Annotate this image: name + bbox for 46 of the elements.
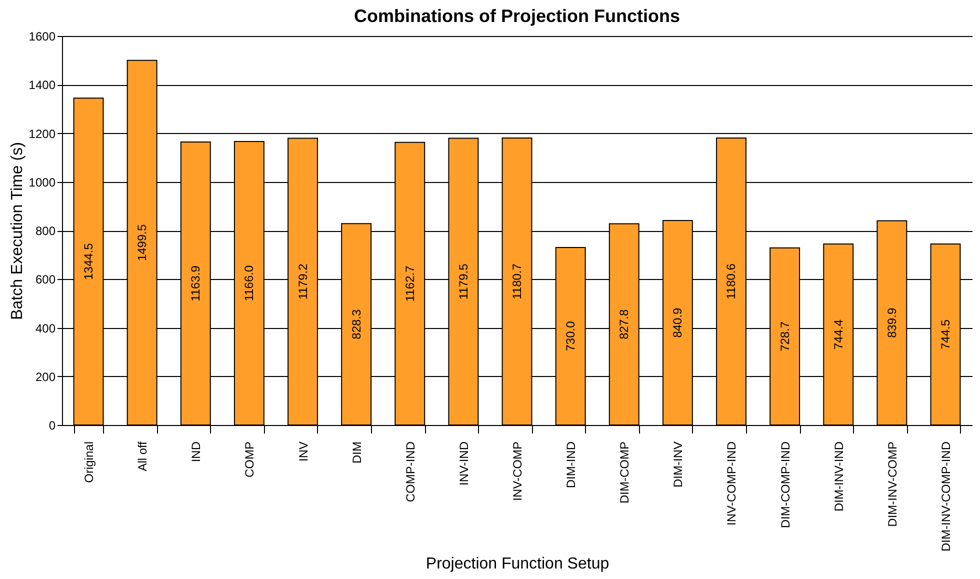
data-label: 1499.5 [135, 224, 150, 262]
x-tick-label: INV-COMP-IND [724, 441, 739, 526]
y-tick-label: 600 [35, 272, 56, 287]
y-tick-label: 1000 [28, 175, 56, 190]
x-tick-label: COMP-IND [403, 441, 418, 502]
data-label: 744.5 [938, 319, 952, 350]
data-label: 828.3 [349, 308, 364, 340]
data-label: 827.8 [617, 309, 632, 340]
x-tick-label: All off [136, 440, 150, 472]
y-tick-label: 1200 [28, 126, 56, 141]
x-tick-label: DIM-INV [671, 442, 686, 488]
data-label: 1163.9 [188, 265, 203, 302]
x-tick-label: IND [189, 441, 204, 462]
x-tick-label: INV-COMP [510, 442, 524, 501]
chart-title: Combinations of Projection Functions [354, 6, 680, 26]
data-label: 1162.7 [402, 265, 417, 302]
data-label: 839.9 [884, 308, 899, 338]
y-tick-label: 1400 [28, 78, 56, 92]
data-label: 840.9 [670, 307, 685, 338]
data-label: 1179.2 [296, 263, 310, 300]
x-tick-label: Original [82, 442, 96, 483]
x-tick-label: DIM-IND [564, 441, 578, 488]
data-label: 728.7 [778, 321, 792, 352]
y-tick-label: 400 [35, 321, 56, 336]
x-tick-label: COMP [242, 442, 257, 478]
x-tick-label: DIM-INV-COMP [885, 442, 900, 527]
y-tick-label: 1600 [28, 30, 56, 44]
data-label: 1180.6 [724, 263, 738, 300]
data-label: 1166.0 [242, 265, 256, 302]
data-label: 1179.5 [456, 263, 470, 300]
data-label: 1180.7 [510, 263, 524, 300]
y-axis-title: Batch Execution Time (s) [8, 142, 26, 320]
x-tick-label: DIM [350, 442, 364, 464]
data-label: 1344.5 [82, 242, 96, 280]
y-tick-label: 800 [35, 224, 56, 238]
data-label: 730.0 [564, 320, 578, 352]
x-tick-label: INV [296, 442, 310, 462]
x-tick-label: INV-IND [456, 441, 471, 486]
y-tick-label: 0 [48, 418, 56, 432]
y-tick-label: 200 [35, 370, 56, 384]
x-tick-label: DIM-INV-IND [832, 441, 846, 512]
x-tick-label: DIM-COMP [618, 442, 632, 504]
x-axis-title: Projection Function Setup [426, 555, 610, 572]
x-tick-label: DIM-COMP-IND [778, 441, 792, 528]
data-label: 744.4 [831, 319, 846, 350]
x-tick-label: DIM-INV-COMP-IND [938, 441, 953, 552]
